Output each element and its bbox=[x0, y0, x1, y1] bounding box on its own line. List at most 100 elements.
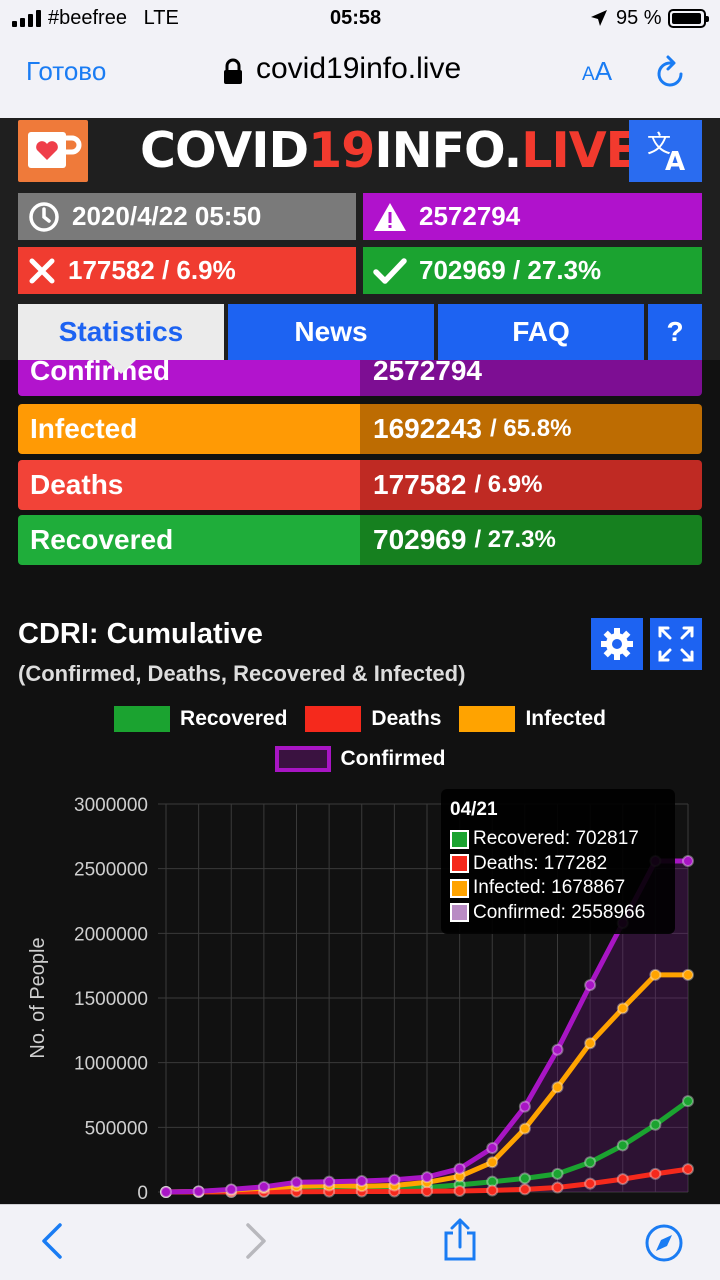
svg-text:文: 文 bbox=[647, 130, 671, 158]
chart-subtitle: (Confirmed, Deaths, Recovered & Infected… bbox=[18, 661, 466, 686]
stat-percent: / 65.8% bbox=[490, 415, 572, 442]
lock-icon bbox=[222, 58, 244, 91]
data-point-deaths bbox=[486, 1184, 499, 1197]
tooltip-line: Recovered: 702817 bbox=[450, 827, 666, 852]
data-point-confirmed bbox=[355, 1175, 368, 1188]
share-icon[interactable] bbox=[440, 1217, 480, 1268]
tooltip-text: Recovered: 702817 bbox=[473, 828, 639, 850]
tab-statistics[interactable]: Statistics bbox=[18, 304, 224, 374]
y-tick-label: 0 bbox=[137, 1183, 148, 1204]
stat-label: Deaths bbox=[18, 460, 360, 510]
data-point-confirmed bbox=[290, 1176, 303, 1189]
coffee-cup-logo-icon[interactable] bbox=[18, 120, 88, 182]
y-tick-label: 2000000 bbox=[74, 924, 148, 945]
check-icon bbox=[373, 257, 407, 284]
back-icon[interactable] bbox=[38, 1221, 68, 1266]
stat-label: Confirmed bbox=[18, 360, 360, 396]
data-point-deaths bbox=[453, 1184, 466, 1197]
forward-icon[interactable] bbox=[240, 1221, 270, 1266]
data-point-confirmed bbox=[518, 1100, 531, 1113]
data-point-recovered bbox=[682, 1095, 694, 1108]
stat-number: 702969 bbox=[373, 524, 467, 555]
data-point-infected bbox=[551, 1081, 564, 1094]
legend-item-infected[interactable]: Infected bbox=[459, 706, 606, 732]
legend-item-confirmed[interactable]: Confirmed bbox=[274, 746, 446, 772]
data-point-confirmed bbox=[192, 1185, 205, 1198]
data-point-confirmed bbox=[551, 1043, 564, 1056]
y-tick-label: 2500000 bbox=[74, 860, 148, 881]
data-point-deaths bbox=[551, 1181, 564, 1194]
network-type: LTE bbox=[143, 7, 179, 29]
expand-icon[interactable] bbox=[650, 618, 702, 670]
site-header: COVID19INFO.LIVE 文 A 2020/4/22 05:50 257… bbox=[0, 118, 720, 374]
battery-percent: 95 % bbox=[616, 7, 662, 29]
data-point-confirmed bbox=[225, 1183, 238, 1196]
stat-row-infected: Infected 1692243 / 65.8% bbox=[18, 404, 702, 454]
battery-level bbox=[672, 13, 701, 24]
data-point-confirmed bbox=[160, 1186, 172, 1198]
x-icon bbox=[29, 258, 55, 283]
chart-title: CDRI: Cumulative bbox=[18, 618, 263, 650]
translate-icon[interactable]: 文 A bbox=[629, 120, 702, 182]
reload-icon[interactable] bbox=[654, 54, 688, 95]
legend-label: Confirmed bbox=[340, 747, 446, 770]
tooltip-text: Infected: 1678867 bbox=[473, 877, 626, 899]
data-point-confirmed bbox=[682, 855, 694, 868]
stat-row-confirmed: Confirmed 2572794 bbox=[18, 360, 702, 396]
data-point-confirmed bbox=[257, 1180, 270, 1193]
tooltip-line: Deaths: 177282 bbox=[450, 852, 666, 877]
browser-toolbar bbox=[0, 1204, 720, 1280]
data-point-deaths bbox=[584, 1177, 597, 1190]
legend-item-deaths[interactable]: Deaths bbox=[305, 706, 441, 732]
stat-percent: / 6.9% bbox=[474, 471, 543, 498]
deaths-box: 177582 / 6.9% bbox=[18, 247, 356, 294]
recovered-box: 702969 / 27.3% bbox=[363, 247, 702, 294]
compass-icon[interactable] bbox=[644, 1223, 684, 1268]
data-point-confirmed bbox=[421, 1171, 433, 1184]
data-point-deaths bbox=[649, 1167, 662, 1180]
site-title[interactable]: COVID19INFO.LIVE bbox=[140, 122, 639, 179]
url-text[interactable]: covid19info.live bbox=[256, 52, 462, 85]
legend-label: Deaths bbox=[371, 707, 442, 730]
done-button[interactable]: Готово bbox=[26, 56, 107, 86]
data-point-deaths bbox=[518, 1183, 531, 1196]
data-point-confirmed bbox=[453, 1162, 466, 1175]
stat-row-recovered: Recovered 702969 / 27.3% bbox=[18, 515, 702, 565]
data-point-infected bbox=[486, 1156, 499, 1169]
data-point-recovered bbox=[649, 1118, 662, 1131]
stat-row-deaths: Deaths 177582 / 6.9% bbox=[18, 460, 702, 510]
stat-number: 1692243 bbox=[373, 413, 483, 444]
y-tick-label: 1000000 bbox=[74, 1054, 148, 1075]
tooltip-title: 04/21 bbox=[450, 799, 498, 820]
legend-item-recovered[interactable]: Recovered bbox=[114, 706, 287, 732]
stat-value: 177582 / 6.9% bbox=[360, 460, 702, 510]
tab-news[interactable]: News bbox=[228, 304, 434, 360]
legend-swatch bbox=[114, 706, 171, 732]
text-size-button[interactable]: AA bbox=[582, 56, 613, 86]
tooltip-line: Infected: 1678867 bbox=[450, 876, 666, 901]
tooltip-swatch bbox=[450, 854, 469, 874]
warning-icon bbox=[374, 202, 406, 231]
stat-label: Recovered bbox=[18, 515, 360, 565]
deaths-text: 177582 / 6.9% bbox=[68, 255, 236, 285]
legend-swatch bbox=[459, 706, 516, 732]
status-time: 05:58 bbox=[330, 7, 382, 29]
gear-icon[interactable] bbox=[591, 618, 643, 670]
chart-legend: Recovered Deaths Infected bbox=[0, 706, 720, 732]
data-point-infected bbox=[518, 1122, 531, 1135]
tooltip-line: Confirmed: 2558966 bbox=[450, 901, 666, 926]
tooltip-swatch bbox=[450, 903, 469, 923]
data-point-infected bbox=[616, 1002, 629, 1015]
tab-faq[interactable]: FAQ bbox=[438, 304, 644, 360]
data-point-confirmed bbox=[388, 1173, 401, 1186]
y-tick-label: 3000000 bbox=[74, 795, 148, 816]
data-point-deaths bbox=[682, 1163, 694, 1176]
browser-top-bar: #beefree LTE 05:58 95 % Готово covid19in… bbox=[0, 0, 720, 118]
data-point-recovered bbox=[551, 1167, 564, 1180]
data-point-deaths bbox=[616, 1173, 629, 1186]
data-point-recovered bbox=[584, 1156, 597, 1169]
status-bar: #beefree LTE 05:58 95 % bbox=[0, 0, 720, 38]
tooltip-swatch bbox=[450, 829, 469, 849]
tab-help[interactable]: ? bbox=[648, 304, 702, 360]
stat-number: 177582 bbox=[373, 469, 467, 500]
